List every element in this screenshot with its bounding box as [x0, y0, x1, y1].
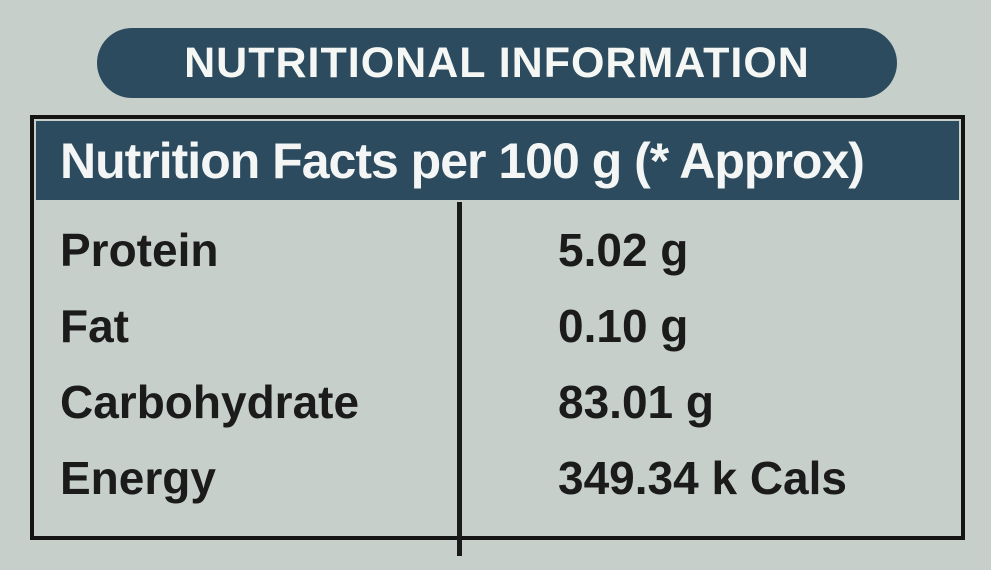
table-row: Protein 5.02 g — [34, 212, 961, 288]
table-header: Nutrition Facts per 100 g (* Approx) — [36, 121, 959, 200]
nutrient-value: 83.01 g — [558, 376, 714, 428]
table-row: Carbohydrate 83.01 g — [34, 364, 961, 440]
nutrient-label: Carbohydrate — [60, 376, 360, 428]
nutritional-information-banner: NUTRITIONAL INFORMATION — [97, 28, 897, 98]
table-row: Fat 0.10 g — [34, 288, 961, 364]
column-divider — [457, 202, 462, 556]
table-header-title: Nutrition Facts per 100 g (* Approx) — [60, 132, 865, 189]
table-body: Protein 5.02 g Fat 0.10 g Carbohydrate 8… — [34, 202, 961, 556]
nutrition-facts-table: Nutrition Facts per 100 g (* Approx) Pro… — [30, 115, 965, 556]
table-row: Energy 349.34 k Cals — [34, 440, 961, 516]
nutrient-value: 349.34 k Cals — [558, 452, 848, 504]
nutrient-label: Protein — [60, 224, 219, 276]
banner-title: NUTRITIONAL INFORMATION — [184, 38, 810, 87]
nutrient-label: Energy — [60, 452, 216, 504]
nutrient-label: Fat — [60, 300, 129, 352]
nutrient-value: 0.10 g — [558, 300, 689, 352]
nutrient-value: 5.02 g — [558, 224, 689, 276]
